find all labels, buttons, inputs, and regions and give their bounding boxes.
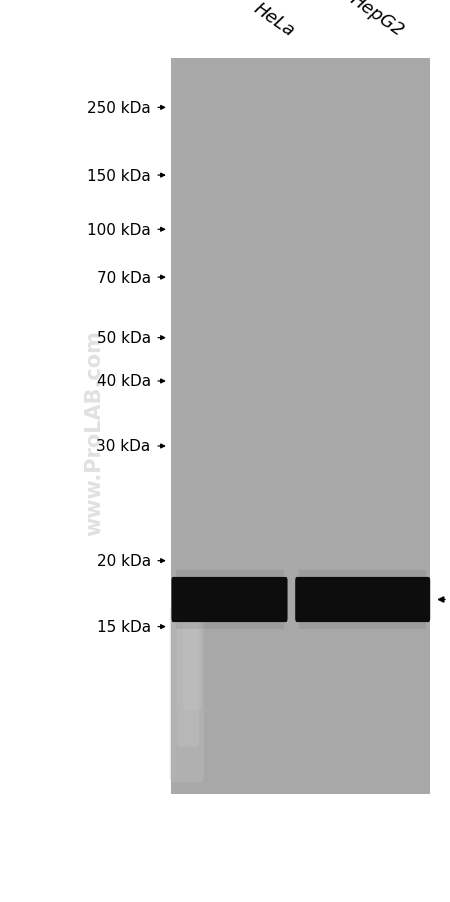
Text: 30 kDa: 30 kDa	[96, 439, 151, 454]
Bar	[176, 619, 284, 630]
Text: 70 kDa: 70 kDa	[97, 271, 151, 285]
FancyBboxPatch shape	[170, 606, 204, 783]
FancyBboxPatch shape	[171, 577, 288, 622]
Text: 20 kDa: 20 kDa	[97, 554, 151, 568]
Text: 40 kDa: 40 kDa	[97, 374, 151, 389]
Bar	[173, 59, 174, 794]
Text: 250 kDa: 250 kDa	[87, 101, 151, 115]
Text: 15 kDa: 15 kDa	[97, 620, 151, 634]
FancyBboxPatch shape	[183, 615, 202, 711]
FancyBboxPatch shape	[176, 615, 199, 747]
Text: 50 kDa: 50 kDa	[97, 331, 151, 345]
Bar	[299, 619, 426, 630]
Text: www.ProLAB.com: www.ProLAB.com	[85, 330, 104, 536]
Text: HepG2: HepG2	[346, 0, 407, 41]
Text: 150 kDa: 150 kDa	[87, 169, 151, 183]
Bar	[176, 570, 284, 581]
Text: HeLa: HeLa	[250, 0, 297, 41]
Text: 100 kDa: 100 kDa	[87, 223, 151, 237]
Bar	[299, 570, 426, 581]
Bar	[171, 59, 430, 794]
FancyBboxPatch shape	[295, 577, 430, 622]
